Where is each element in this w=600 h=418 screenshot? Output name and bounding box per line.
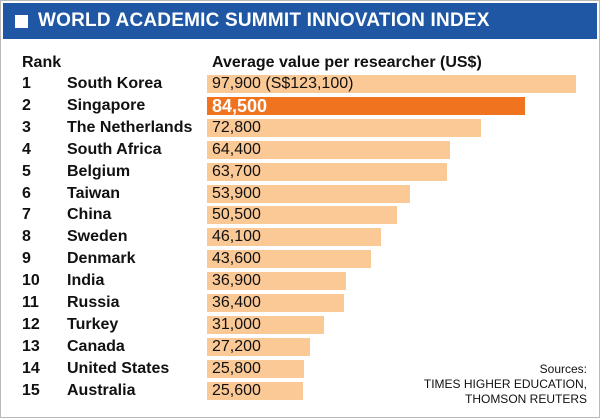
category-label: Sweden	[67, 228, 128, 246]
chart-title: WORLD ACADEMIC SUMMIT INNOVATION INDEX	[38, 10, 490, 31]
category-label: Australia	[67, 381, 136, 399]
bar	[207, 272, 346, 291]
rank-column-heading: Rank	[22, 54, 62, 71]
category-label: Canada	[67, 337, 125, 355]
bar	[207, 184, 410, 203]
category-label: Singapore	[67, 96, 146, 114]
sources-note: Sources: TIMES HIGHER EDUCATION, THOMSON…	[424, 362, 587, 407]
data-label: 53,900	[212, 184, 261, 202]
bar-row: 13 Canada 27,200	[1, 336, 599, 358]
bar-row: 10 India 36,900	[1, 270, 599, 292]
category-label: China	[67, 206, 112, 224]
bar	[207, 337, 310, 356]
data-label: 31,000	[212, 315, 261, 333]
category-label: Belgium	[67, 162, 131, 180]
bar-row: 12 Turkey 31,000	[1, 314, 599, 336]
data-label: 25,800	[212, 359, 261, 377]
data-label: 46,100	[212, 228, 261, 246]
rank-label: 7	[22, 206, 31, 224]
bar-row: 7 China 50,500	[1, 204, 599, 226]
bar	[207, 206, 397, 225]
category-label: United States	[67, 359, 170, 377]
bar-row: 3 The Netherlands 72,800	[1, 117, 599, 139]
bar	[207, 294, 344, 312]
sources-line-1: TIMES HIGHER EDUCATION,	[423, 377, 587, 391]
bar-row: 6 Taiwan 53,900	[1, 183, 599, 205]
bar	[207, 228, 381, 247]
bar	[207, 381, 303, 400]
sources-heading: Sources:	[539, 362, 587, 376]
data-label: 64,400	[212, 140, 261, 158]
bar	[207, 315, 324, 334]
rank-label: 12	[22, 315, 40, 333]
data-label: 63,700	[212, 162, 261, 180]
data-label: 50,500	[212, 206, 261, 224]
data-label: 36,900	[212, 272, 261, 290]
title-banner: WORLD ACADEMIC SUMMIT INNOVATION INDEX	[3, 3, 597, 39]
rank-label: 9	[22, 250, 31, 268]
data-label: 25,600	[212, 381, 261, 399]
category-label: Turkey	[67, 315, 119, 333]
category-label: The Netherlands	[67, 118, 193, 136]
bar	[207, 96, 525, 115]
category-label: South Africa	[67, 140, 162, 158]
rank-label: 15	[22, 381, 40, 399]
rank-label: 6	[22, 184, 31, 202]
rank-label: 13	[22, 337, 40, 355]
rank-label: 2	[22, 96, 31, 114]
bar	[207, 359, 304, 378]
category-label: India	[67, 272, 105, 290]
rank-label: 4	[22, 140, 31, 158]
bar-row: 4 South Africa 64,400	[1, 139, 599, 161]
bar	[207, 162, 447, 181]
bar	[207, 140, 450, 159]
square-bullet-icon	[15, 14, 28, 28]
category-label: Russia	[67, 294, 120, 311]
rank-label: 1	[22, 75, 31, 92]
bar-row: 2 Singapore 84,500	[1, 95, 599, 117]
bar-row: 15 Australia 25,600	[1, 380, 599, 402]
rank-label: 11	[22, 294, 39, 311]
data-label: 72,800	[212, 118, 261, 136]
value-column-heading: Average value per researcher (US$)	[212, 54, 482, 71]
data-label: 84,500	[212, 95, 268, 116]
bar	[207, 250, 371, 269]
rank-label: 8	[22, 228, 31, 246]
bar-row: 9 Denmark 43,600	[1, 248, 599, 270]
category-label: Taiwan	[67, 184, 121, 202]
data-label: 27,200	[212, 337, 261, 355]
bar-row: 1 South Korea 97,900 (S$123,100)	[1, 73, 599, 95]
rank-label: 5	[22, 162, 31, 180]
data-label: 36,400	[212, 294, 261, 311]
bar	[207, 75, 576, 93]
rank-label: 10	[22, 272, 40, 290]
bar-row: 14 United States 25,800	[1, 358, 599, 380]
rank-label: 3	[22, 118, 31, 136]
bar-row: 8 Sweden 46,100	[1, 226, 599, 248]
bar-row: 5 Belgium 63,700	[1, 161, 599, 183]
category-label: South Korea	[67, 75, 163, 92]
category-label: Denmark	[67, 250, 136, 268]
data-label: 43,600	[212, 250, 261, 268]
bar-row: 11 Russia 36,400	[1, 292, 599, 314]
bar	[207, 118, 481, 137]
sources-line-2: THOMSON REUTERS	[464, 392, 587, 406]
rank-label: 14	[22, 359, 40, 377]
data-label: 97,900 (S$123,100)	[212, 75, 354, 92]
